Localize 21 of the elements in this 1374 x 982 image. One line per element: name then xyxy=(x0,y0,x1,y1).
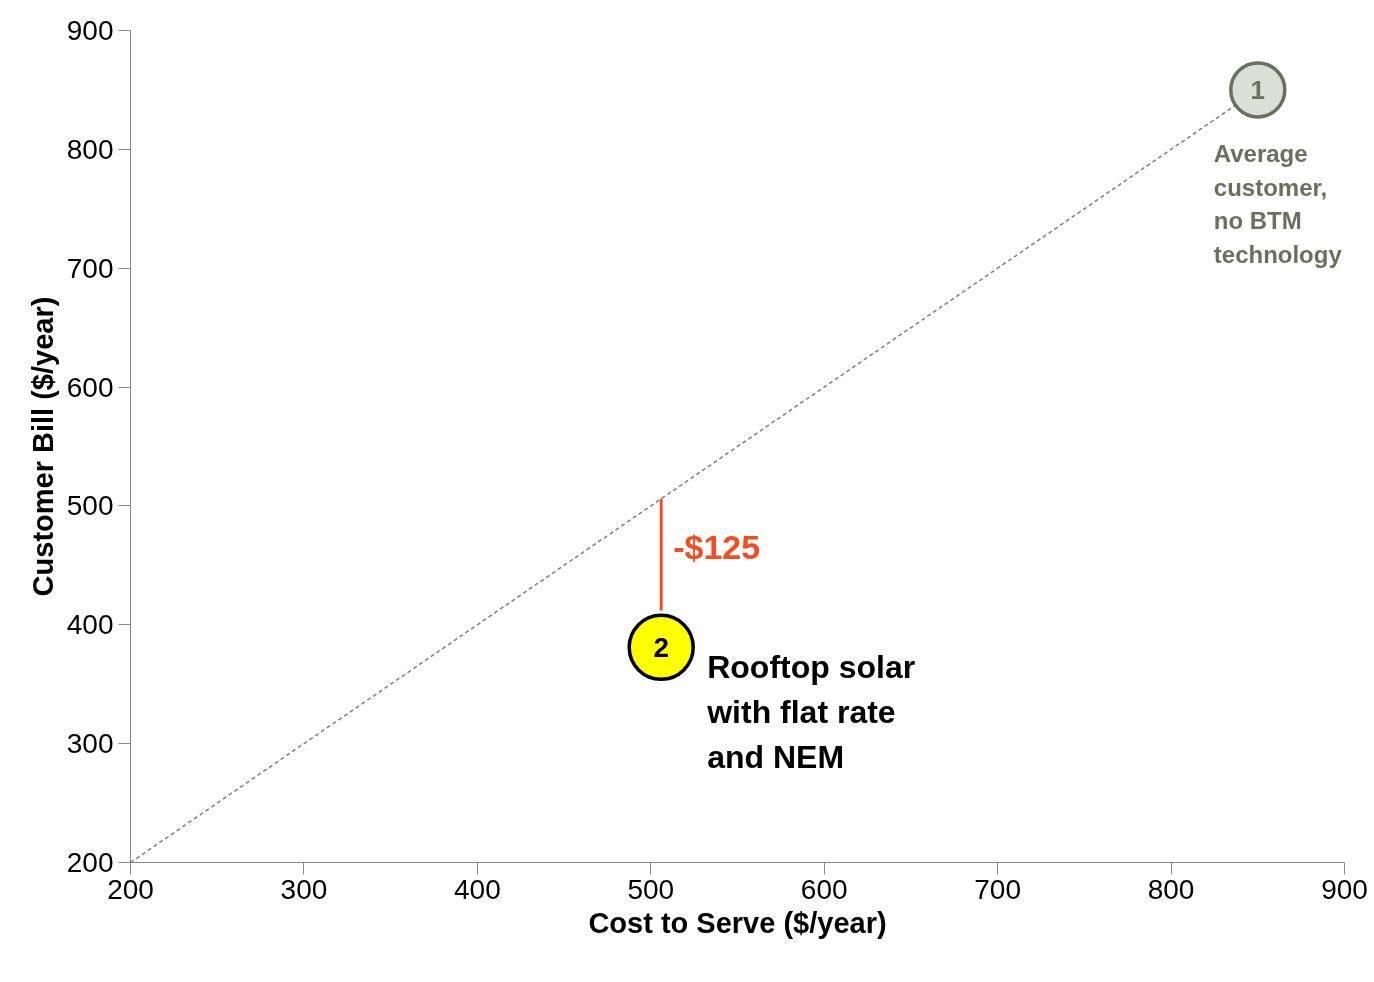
x-tick-label: 800 xyxy=(1147,873,1195,905)
y-tick-label: 500 xyxy=(66,490,114,522)
y-tick-label: 700 xyxy=(66,252,114,284)
annotation: -$125 xyxy=(673,527,761,566)
y-axis-title: Customer Bill ($/year) xyxy=(26,296,59,597)
y-tick-label: 400 xyxy=(66,609,114,641)
x-tick-label: 600 xyxy=(800,873,848,905)
x-tick-label: 400 xyxy=(454,873,501,905)
y-tick-label: 300 xyxy=(66,728,114,760)
x-axis-title: Cost to Serve ($/year) xyxy=(588,906,887,939)
x-tick-label: 700 xyxy=(974,873,1021,905)
x-tick-label: 300 xyxy=(280,873,328,905)
x-tick-label: 900 xyxy=(1321,873,1368,905)
y-tick-label: 900 xyxy=(66,15,114,46)
y-tick-label: 800 xyxy=(66,133,114,165)
annotation: Average customer, no BTM technology xyxy=(1213,139,1343,269)
series-label: 2 xyxy=(653,631,669,663)
x-tick-label: 500 xyxy=(627,873,675,905)
y-tick-label: 600 xyxy=(66,371,114,403)
annotation: Rooftop solar with flat rate and NEM xyxy=(706,649,916,776)
series-label: 1 xyxy=(1250,74,1266,105)
